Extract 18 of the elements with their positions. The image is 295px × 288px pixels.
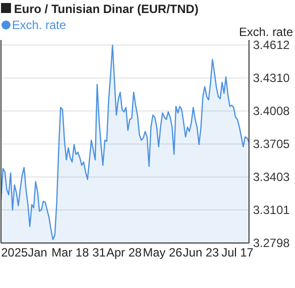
x-tick-label: Mar 18 (52, 246, 90, 260)
x-tick-label: 2025 (1, 246, 28, 260)
x-tick-label: Jan (28, 246, 48, 260)
y-axis-title: Exch. rate (238, 25, 294, 39)
y-tick-label: 3.3403 (253, 170, 290, 184)
y-tick-label: 3.4612 (253, 38, 290, 52)
x-tick-label: May 26 (142, 246, 182, 260)
x-tick-label: Jul 17 (221, 246, 254, 260)
x-tick-label: Apr 28 (106, 246, 142, 260)
x-tick-label: Jun 23 (182, 246, 220, 260)
legend-label: Exch. rate (12, 18, 66, 32)
y-tick-label: 3.4310 (253, 70, 290, 85)
y-tick-label: 3.3101 (253, 202, 290, 217)
chart-title: Euro / Tunisian Dinar (EUR/TND) (14, 2, 198, 16)
x-tick-label: 31 (92, 246, 106, 260)
y-tick-label: 3.2798 (253, 236, 290, 250)
y-tick-label: 3.3705 (253, 136, 290, 151)
y-tick-label: 3.4008 (253, 104, 290, 118)
